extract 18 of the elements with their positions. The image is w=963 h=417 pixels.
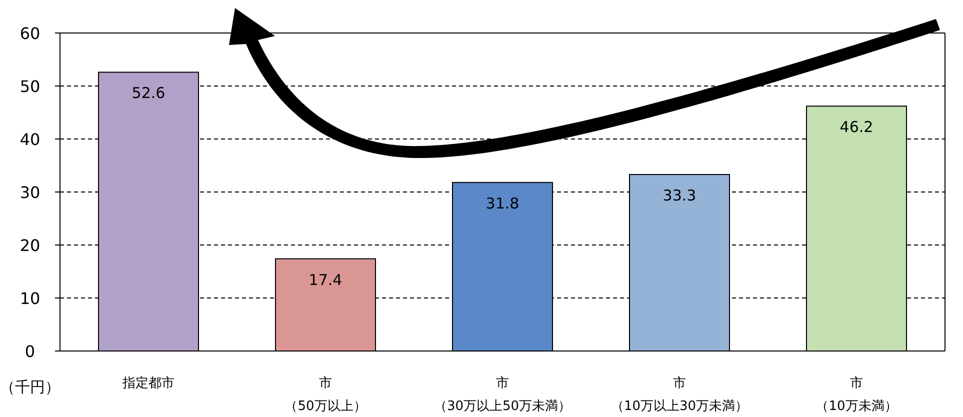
y-tick-label: 40 xyxy=(20,130,40,149)
data-label: 17.4 xyxy=(308,270,342,289)
data-label: 33.3 xyxy=(662,186,696,205)
data-label: 52.6 xyxy=(132,84,166,102)
y-tick-label: 20 xyxy=(20,236,40,255)
x-tick-label: 市（50万以上） xyxy=(284,376,366,414)
y-axis-title: （千円） xyxy=(0,378,60,396)
y-tick-label: 0 xyxy=(24,342,36,361)
x-tick-label: 指定都市 xyxy=(122,376,174,391)
data-label: 31.8 xyxy=(486,194,520,212)
x-tick-label: 市（10万未満） xyxy=(816,376,898,414)
y-tick-label: 60 xyxy=(20,24,40,43)
x-tick-label: 市（30万以上50万未満） xyxy=(434,376,572,414)
y-tick-label: 30 xyxy=(20,183,40,202)
data-label: 46.2 xyxy=(840,118,874,136)
y-tick-label: 50 xyxy=(20,77,40,96)
y-tick-label: 10 xyxy=(20,289,40,308)
x-tick-label: 市（10万以上30万未満） xyxy=(610,376,748,414)
